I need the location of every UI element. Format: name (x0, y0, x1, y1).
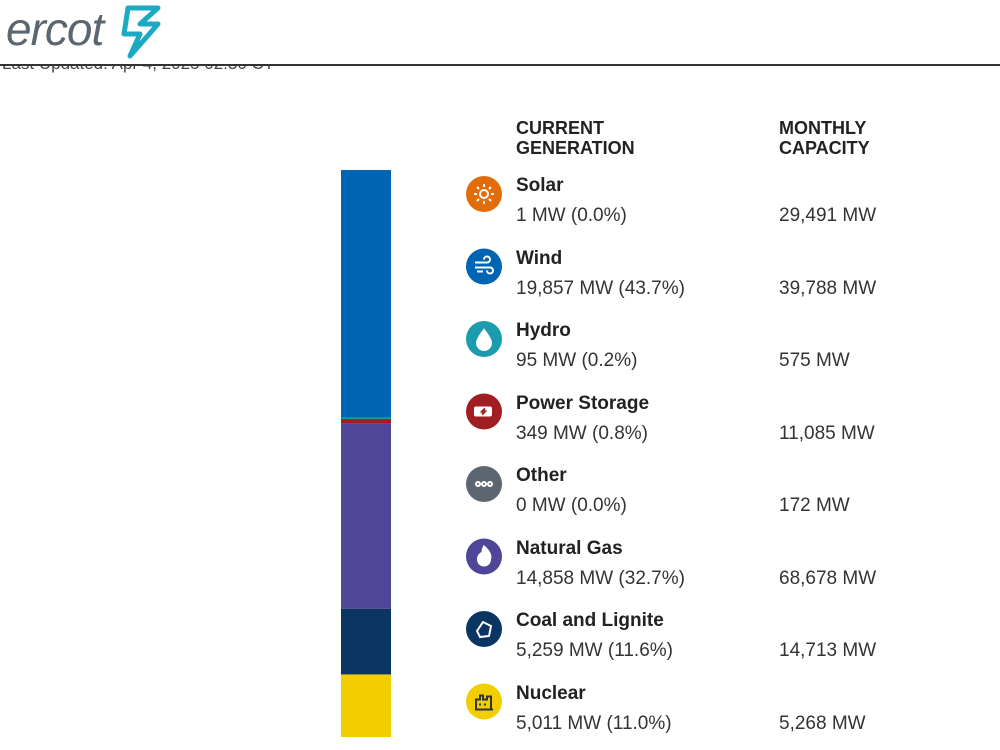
icon-glyph (474, 406, 492, 417)
glyph (475, 328, 493, 351)
source-name: Power Storage (516, 392, 650, 414)
icon-glyph (475, 694, 493, 711)
header: ercot (0, 0, 1000, 66)
icon-glyph (475, 481, 493, 487)
monthly-capacity: 575 MW (779, 350, 850, 371)
bar-segment (341, 417, 391, 420)
monthly-capacity: 68,678 MW (779, 567, 877, 589)
glyph (475, 694, 493, 711)
source-icon (466, 683, 502, 720)
glyph (481, 481, 487, 487)
bar-segment (341, 608, 391, 675)
glyph (487, 481, 493, 487)
icon-glyph (476, 544, 492, 567)
source-icon (466, 538, 502, 575)
source-name: Solar (516, 175, 564, 196)
source-icon (466, 176, 502, 212)
source-name: Natural Gas (516, 537, 623, 559)
glyph (474, 184, 494, 204)
column-header: MONTHLY CAPACITY (779, 118, 870, 158)
current-generation: 95 MW (0.2%) (516, 350, 638, 371)
current-generation: 14,858 MW (32.7%) (516, 567, 685, 589)
monthly-capacity: 172 MW (779, 495, 850, 516)
current-generation: 0 MW (0.0%) (516, 495, 627, 516)
source-name: Coal and Lignite (516, 610, 664, 631)
source-name: Wind (516, 247, 563, 269)
source-icon (466, 321, 502, 357)
source-name: Hydro (516, 320, 571, 341)
bar-segment (341, 170, 391, 418)
icon-glyph (475, 255, 494, 275)
icon-glyph (475, 328, 493, 351)
source-icon (466, 248, 502, 285)
source-name: Nuclear (516, 682, 586, 704)
glyph (479, 407, 488, 416)
source-name: Other (516, 465, 567, 486)
bar-segment (341, 423, 391, 609)
current-generation: 1 MW (0.0%) (516, 205, 627, 226)
glyph (476, 544, 492, 567)
column-header: CURRENT GENERATION (516, 118, 635, 158)
logo[interactable]: ercot (6, 3, 104, 55)
current-generation: 19,857 MW (43.7%) (516, 277, 685, 299)
logo-mark (121, 5, 161, 59)
glyph (479, 189, 489, 199)
glyph (475, 255, 494, 275)
source-icon (466, 393, 502, 430)
current-generation: 349 MW (0.8%) (516, 422, 648, 444)
source-icon (466, 611, 502, 647)
monthly-capacity: 39,788 MW (779, 277, 877, 299)
monthly-capacity: 5,268 MW (779, 712, 866, 734)
glyph (475, 481, 481, 487)
monthly-capacity: 14,713 MW (779, 640, 877, 661)
bar-segment (341, 419, 391, 424)
icon-glyph (474, 184, 494, 204)
monthly-capacity: 29,491 MW (779, 205, 877, 226)
current-generation: 5,011 MW (11.0%) (516, 712, 672, 734)
stacked-bar (341, 170, 391, 737)
bar-segment (341, 674, 391, 737)
glyph (475, 620, 493, 639)
current-generation: 5,259 MW (11.6%) (516, 640, 673, 661)
icon-glyph (475, 620, 493, 639)
glyph (474, 406, 492, 417)
source-icon (466, 466, 502, 502)
monthly-capacity: 11,085 MW (779, 422, 875, 444)
